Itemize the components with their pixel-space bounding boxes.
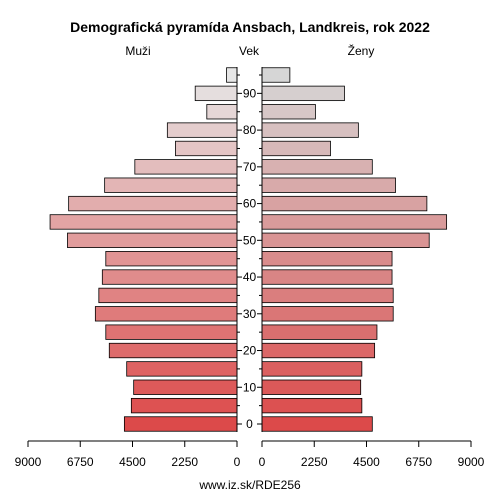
male-bar <box>133 379 238 395</box>
female-bar <box>261 159 373 175</box>
female-bar <box>261 342 376 359</box>
female-bar <box>261 324 378 340</box>
x-tick-label: 2250 <box>171 455 198 469</box>
male-bar <box>105 324 238 340</box>
age-tick-label: 0 <box>246 417 253 431</box>
male-bar <box>108 342 238 359</box>
age-tick-label: 70 <box>243 160 257 174</box>
female-label: Ženy <box>348 43 375 58</box>
male-bar <box>134 159 238 175</box>
female-bar <box>261 379 362 395</box>
footer-source: www.iz.sk/RDE256 <box>198 478 301 492</box>
male-bar <box>226 67 238 83</box>
male-bar <box>105 251 238 267</box>
male-bar <box>49 214 238 230</box>
female-bar <box>261 287 394 304</box>
x-tick-label: 0 <box>259 455 266 469</box>
male-bar <box>94 306 238 322</box>
age-tick-label: 60 <box>243 197 257 211</box>
male-label: Muži <box>125 44 150 58</box>
x-tick-label: 0 <box>234 455 241 469</box>
female-bar <box>261 195 428 212</box>
male-bars <box>49 67 238 432</box>
x-tick-label: 4500 <box>119 455 146 469</box>
x-tick-label: 9000 <box>15 455 42 469</box>
male-bar <box>130 397 238 414</box>
female-bar <box>261 397 363 414</box>
x-tick-labels: 9000 6750 4500 2250 0 0 2250 4500 6750 9000 <box>15 455 485 469</box>
male-bar <box>175 140 238 157</box>
female-bar <box>261 85 345 102</box>
female-bar <box>261 214 448 230</box>
female-bar <box>261 67 291 83</box>
female-bar <box>261 306 394 322</box>
male-bar <box>194 85 238 102</box>
x-tick-label: 9000 <box>458 455 485 469</box>
age-tick-label: 90 <box>243 86 257 100</box>
male-bar <box>101 269 238 285</box>
male-bar <box>104 177 238 193</box>
chart-axes <box>27 67 472 447</box>
x-tick-label: 6750 <box>405 455 432 469</box>
female-bar <box>261 361 363 377</box>
age-tick-label: 30 <box>243 307 257 321</box>
age-tick-label: 80 <box>243 123 257 137</box>
female-bar <box>261 104 316 120</box>
male-bar <box>166 122 238 138</box>
female-bar <box>261 122 359 138</box>
female-bars <box>261 67 448 432</box>
x-tick-label: 2250 <box>301 455 328 469</box>
x-tick-label: 6750 <box>67 455 94 469</box>
female-bar <box>261 232 430 248</box>
female-bar <box>261 251 393 267</box>
age-tick-label: 10 <box>243 380 257 394</box>
female-bar <box>261 269 393 285</box>
male-bar <box>67 232 238 248</box>
age-tick-labels: 0 10 20 30 40 50 60 70 80 90 <box>243 86 257 431</box>
age-tick-label: 20 <box>243 344 257 358</box>
female-bar <box>261 416 373 432</box>
female-bar <box>261 140 331 157</box>
male-bar <box>206 104 238 120</box>
x-tick-label: 4500 <box>353 455 380 469</box>
male-bar <box>68 195 238 212</box>
male-bar <box>98 287 238 304</box>
female-bar <box>261 177 396 193</box>
age-label: Vek <box>239 44 260 58</box>
male-bar <box>126 361 238 377</box>
male-bar <box>123 416 238 432</box>
age-tick-label: 40 <box>243 270 257 284</box>
age-tick-label: 50 <box>243 233 257 247</box>
chart-title: Demografická pyramída Ansbach, Landkreis… <box>70 19 430 35</box>
